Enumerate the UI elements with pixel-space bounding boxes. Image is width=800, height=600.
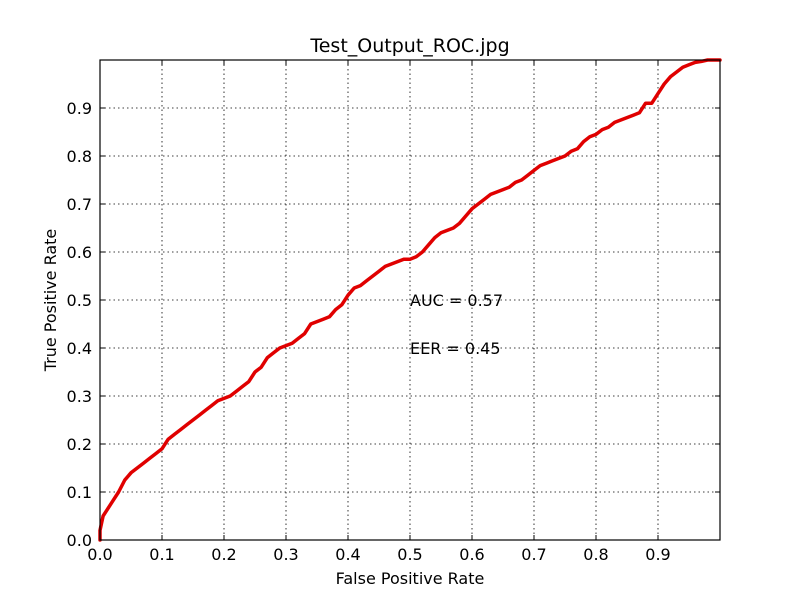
x-tick-label: 0.7 bbox=[521, 545, 546, 564]
eer-annotation: EER = 0.45 bbox=[410, 339, 501, 358]
y-tick-label: 0.7 bbox=[67, 195, 92, 214]
y-tick-label: 0.9 bbox=[67, 99, 92, 118]
auc-annotation: AUC = 0.57 bbox=[410, 291, 503, 310]
x-tick-label: 0.6 bbox=[459, 545, 484, 564]
y-tick-label: 0.2 bbox=[67, 435, 92, 454]
plot-frame bbox=[99, 59, 721, 541]
y-tick-label: 0.8 bbox=[67, 147, 92, 166]
y-tick-label: 0.1 bbox=[67, 483, 92, 502]
x-tick-label: 0.9 bbox=[645, 545, 670, 564]
x-tick-label: 0.4 bbox=[335, 545, 360, 564]
x-tick-label: 0.3 bbox=[273, 545, 298, 564]
y-tick-label: 0.6 bbox=[67, 243, 92, 262]
y-tick-label: 0.4 bbox=[67, 339, 92, 358]
x-tick-label: 0.0 bbox=[87, 545, 112, 564]
roc-curve bbox=[98, 58, 722, 542]
x-tick-label: 0.8 bbox=[583, 545, 608, 564]
chart-title: Test_Output_ROC.jpg bbox=[309, 35, 509, 57]
x-tick-label: 0.1 bbox=[149, 545, 174, 564]
series-layer bbox=[98, 58, 722, 542]
y-tick-label: 0.0 bbox=[67, 531, 92, 550]
ticks: 0.0 0.1 0.2 0.3 0.4 0.5 0.6 0.7 0.8 0.9 0.0 0.1 0.2 0… bbox=[67, 60, 720, 564]
grid bbox=[100, 60, 720, 540]
x-tick-label: 0.2 bbox=[211, 545, 236, 564]
y-tick-label: 0.3 bbox=[67, 387, 92, 406]
x-axis-title: False Positive Rate bbox=[336, 569, 485, 588]
x-tick-label: 0.5 bbox=[397, 545, 422, 564]
y-axis-title: True Positive Rate bbox=[41, 229, 60, 373]
annotations: AUC = 0.57 EER = 0.45 bbox=[410, 291, 503, 358]
y-tick-label: 0.5 bbox=[67, 291, 92, 310]
